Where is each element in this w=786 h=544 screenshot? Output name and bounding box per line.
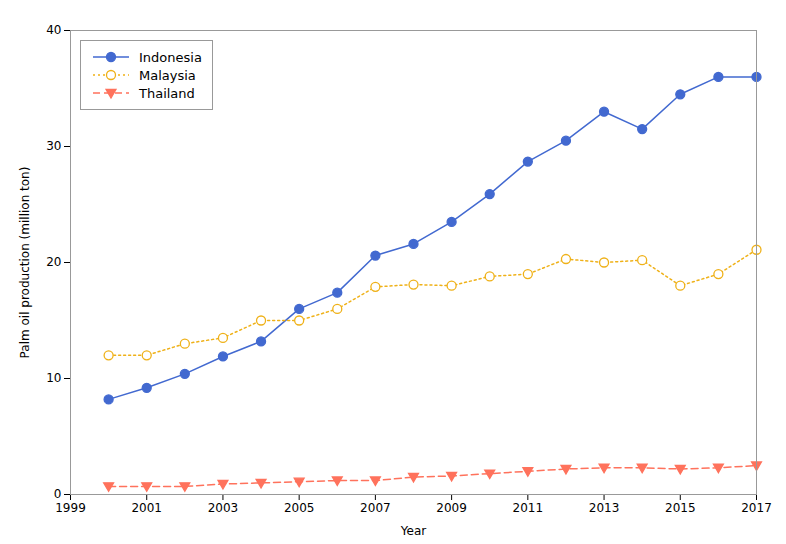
svg-text:1999: 1999: [55, 501, 86, 515]
html-text:Indonesia: Indonesia: [139, 49, 202, 65]
svg-text:30: 30: [46, 139, 61, 153]
html-text:Thailand: Thailand: [139, 85, 195, 101]
svg-text:2001: 2001: [131, 501, 162, 515]
svg-text:2005: 2005: [284, 501, 315, 515]
svg-text:2017: 2017: [741, 501, 772, 515]
svg-text:2015: 2015: [665, 501, 696, 515]
svg-text:0: 0: [54, 487, 62, 501]
svg-text:40: 40: [46, 23, 61, 37]
svg-text:Palm oil production (million t: Palm oil production (million ton): [18, 167, 32, 359]
svg-text:10: 10: [46, 371, 61, 385]
svg-text:2013: 2013: [589, 501, 620, 515]
html-text:Malaysia: Malaysia: [139, 67, 196, 83]
svg-text:2003: 2003: [208, 501, 239, 515]
svg-text:Year: Year: [400, 524, 426, 538]
svg-text:2009: 2009: [436, 501, 467, 515]
svg-text:2011: 2011: [513, 501, 544, 515]
svg-text:20: 20: [46, 255, 61, 269]
svg-text:2007: 2007: [360, 501, 391, 515]
